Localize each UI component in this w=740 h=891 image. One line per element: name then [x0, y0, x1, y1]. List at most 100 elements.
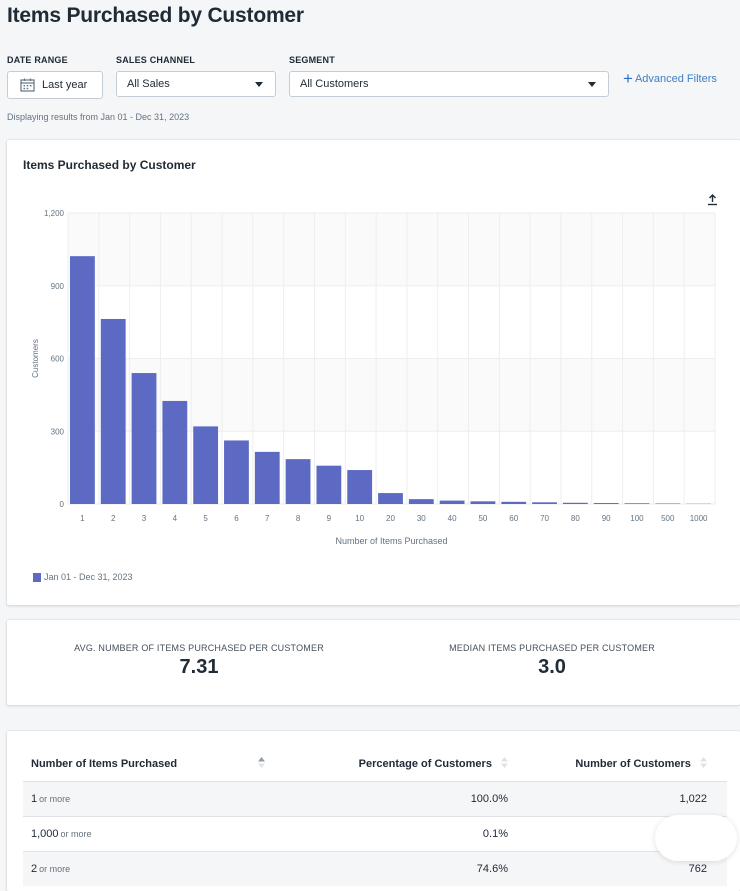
bar [594, 503, 619, 504]
stat-label: AVG. NUMBER OF ITEMS PURCHASED PER CUSTO… [69, 643, 329, 653]
stat-label: MEDIAN ITEMS PURCHASED PER CUSTOMER [437, 643, 667, 653]
segment-label: SEGMENT [289, 55, 335, 65]
bar [70, 256, 95, 504]
bar [563, 503, 588, 504]
column-header-percentage[interactable]: Percentage of Customers [277, 746, 528, 782]
bar [625, 503, 650, 504]
bar-chart: 0 300 600 900 1,200 1 2 3 4 5 6 7 8 9 10 20 30 40 50 60 70 80… [7, 140, 740, 605]
items-cell: 1,000 [31, 828, 59, 840]
x-tick-label: 500 [661, 514, 675, 523]
bar [347, 470, 372, 504]
qualifier-text: or more [39, 794, 70, 804]
percentage-cell: 74.6% [277, 852, 528, 887]
column-header-count[interactable]: Number of Customers [528, 746, 727, 782]
x-tick-label: 1000 [690, 514, 708, 523]
x-tick-label: 80 [571, 514, 580, 523]
sort-icon [700, 757, 707, 771]
bar [162, 401, 187, 504]
percentage-cell: 0.1% [277, 817, 528, 852]
sales-channel-select[interactable]: All Sales [116, 71, 276, 97]
x-tick-label: 5 [203, 514, 208, 523]
export-icon[interactable] [707, 193, 718, 211]
grid-band [68, 213, 715, 286]
items-cell: 2 [31, 863, 37, 875]
page-title: Items Purchased by Customer [7, 4, 304, 28]
bar [409, 499, 434, 504]
y-tick-label: 0 [60, 500, 65, 509]
y-tick-label: 300 [51, 427, 65, 436]
bar [501, 502, 526, 504]
x-tick-label: 1 [80, 514, 85, 523]
x-tick-label: 20 [386, 514, 395, 523]
x-tick-label: 7 [265, 514, 270, 523]
count-cell: 1,022 [528, 782, 727, 817]
sort-icon [501, 757, 508, 771]
avg-items-stat: AVG. NUMBER OF ITEMS PURCHASED PER CUSTO… [69, 643, 329, 679]
bar [224, 440, 249, 504]
x-tick-label: 2 [111, 514, 116, 523]
x-tick-label: 40 [448, 514, 457, 523]
y-tick-label: 1,200 [44, 209, 65, 218]
chart-card: 0 300 600 900 1,200 1 2 3 4 5 6 7 8 9 10 20 30 40 50 60 70 80… [7, 140, 740, 605]
date-range-picker[interactable]: Last year [7, 71, 103, 99]
sort-ascending-icon [258, 757, 265, 771]
chevron-down-icon [588, 82, 596, 87]
x-tick-label: 100 [630, 514, 644, 523]
sales-channel-label: SALES CHANNEL [116, 55, 195, 65]
date-range-label: DATE RANGE [7, 55, 68, 65]
bar [255, 452, 280, 504]
stat-value: 7.31 [69, 656, 329, 679]
x-axis-label: Number of Items Purchased [335, 536, 447, 546]
bar [101, 319, 126, 504]
stat-value: 3.0 [437, 656, 667, 679]
x-tick-label: 9 [327, 514, 332, 523]
x-tick-label: 50 [478, 514, 487, 523]
legend-label: Jan 01 - Dec 31, 2023 [44, 572, 133, 582]
plus-icon: + [623, 72, 633, 86]
bar [193, 426, 218, 504]
bar [440, 501, 465, 504]
y-tick-label: 900 [51, 282, 65, 291]
x-tick-label: 4 [173, 514, 178, 523]
chevron-down-icon [255, 82, 263, 87]
segment-select[interactable]: All Customers [289, 71, 609, 97]
bar [316, 466, 341, 504]
qualifier-text: or more [61, 829, 92, 839]
table-card: Number of Items Purchased Percentage of … [7, 731, 740, 891]
advanced-filters-label: Advanced Filters [635, 73, 717, 85]
x-tick-label: 60 [509, 514, 518, 523]
x-tick-label: 70 [540, 514, 549, 523]
legend-swatch [33, 573, 41, 582]
calendar-icon [20, 78, 35, 92]
bar [132, 373, 157, 504]
y-axis-label: Customers [31, 339, 40, 378]
chart-title: Items Purchased by Customer [23, 158, 196, 172]
x-tick-label: 90 [602, 514, 611, 523]
date-range-value: Last year [42, 79, 87, 91]
bar [532, 502, 557, 504]
median-items-stat: MEDIAN ITEMS PURCHASED PER CUSTOMER 3.0 [437, 643, 667, 679]
items-table: Number of Items Purchased Percentage of … [23, 746, 727, 886]
advanced-filters-link[interactable]: + Advanced Filters [623, 72, 717, 86]
chart-legend: Jan 01 - Dec 31, 2023 [33, 572, 133, 582]
qualifier-text: or more [39, 864, 70, 874]
x-tick-label: 3 [142, 514, 147, 523]
x-tick-label: 30 [417, 514, 426, 523]
x-tick-label: 10 [355, 514, 364, 523]
stats-card: AVG. NUMBER OF ITEMS PURCHASED PER CUSTO… [7, 620, 740, 705]
y-tick-label: 600 [51, 355, 65, 364]
chat-widget[interactable] [655, 815, 737, 861]
x-tick-label: 8 [296, 514, 301, 523]
bar [378, 493, 403, 504]
items-cell: 1 [31, 793, 37, 805]
date-range-note: Displaying results from Jan 01 - Dec 31,… [7, 112, 189, 122]
sales-channel-value: All Sales [117, 78, 170, 90]
segment-value: All Customers [290, 78, 368, 90]
column-header-items[interactable]: Number of Items Purchased [23, 746, 277, 782]
x-tick-label: 6 [234, 514, 239, 523]
percentage-cell: 100.0% [277, 782, 528, 817]
bar [286, 459, 311, 504]
